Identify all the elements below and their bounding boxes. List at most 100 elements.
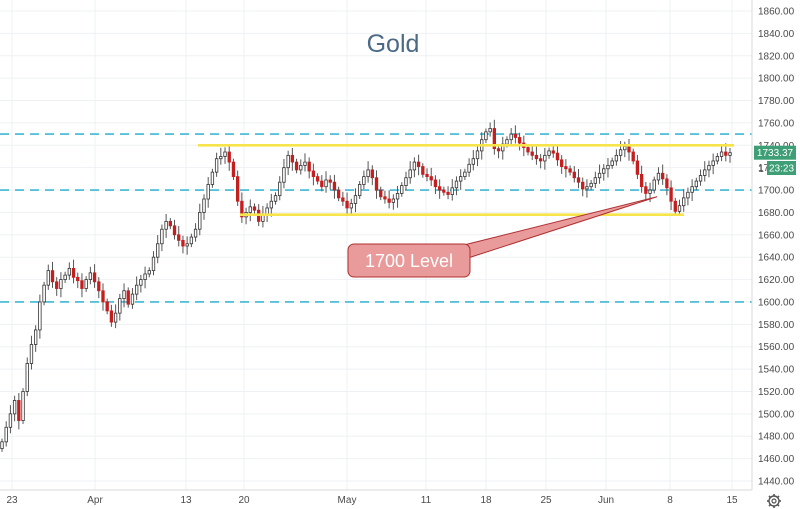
candle-body (206, 184, 210, 200)
candle-body (8, 413, 13, 428)
candle-body (610, 160, 614, 166)
candle-body (703, 169, 707, 176)
candle-body (130, 293, 135, 305)
candle-body (564, 166, 568, 170)
candle-body (185, 243, 189, 247)
candle-body (126, 290, 130, 305)
candle-body (38, 301, 42, 331)
candle-body (379, 189, 383, 198)
candle-body (151, 256, 156, 272)
y-tick-label: 1540.00 (758, 365, 795, 376)
candle-body (336, 189, 341, 199)
annotation-callout[interactable]: 1700 Level (347, 196, 658, 278)
candle-body (673, 200, 677, 212)
candle-body (585, 186, 589, 190)
candle-body (88, 272, 93, 280)
candle-body (669, 187, 673, 202)
candle-body (80, 280, 84, 289)
candle-body (400, 185, 404, 194)
candle-body (63, 274, 67, 280)
candle-body (433, 179, 438, 188)
annotation-pointer (459, 196, 658, 259)
candle-body (517, 137, 522, 144)
candle-body (143, 273, 147, 280)
candle-body (210, 171, 215, 185)
candle-body (156, 243, 160, 258)
x-tick-label: 18 (480, 495, 492, 506)
candle-body (105, 301, 109, 312)
candle-body (492, 128, 497, 150)
candle-body (656, 172, 661, 181)
candle-body (311, 170, 316, 178)
candle-body (547, 150, 551, 156)
y-tick-label: 1680.00 (758, 208, 795, 219)
candle-body (328, 179, 332, 183)
candle-body (589, 182, 593, 188)
candle-body (370, 169, 374, 179)
candle-body (551, 150, 555, 154)
candle-body (698, 175, 703, 182)
candle-body (572, 171, 576, 179)
candle-body (55, 281, 59, 289)
candle-body (475, 150, 480, 160)
y-tick-label: 1620.00 (758, 275, 795, 286)
candle-body (513, 133, 518, 138)
hidden-price-prefix: 1 (758, 164, 764, 175)
candle-body (387, 198, 391, 203)
candle-body (661, 172, 665, 180)
candle-body (231, 161, 236, 178)
x-tick-label: 23 (6, 495, 18, 506)
annotation-label: 1700 Level (365, 251, 453, 271)
candle-body (101, 290, 105, 303)
candle-body (223, 151, 227, 157)
candle-body (530, 151, 534, 156)
candle-body (303, 161, 307, 166)
time-axis[interactable]: 23 Apr 13 20 May 11 18 25 Jun 8 15 (0, 489, 752, 506)
candle-body (324, 179, 328, 188)
candle-body (29, 344, 34, 364)
x-tick-label: 25 (540, 495, 552, 506)
candle-body (644, 186, 648, 194)
candle-body (332, 181, 337, 191)
candle-body (526, 147, 530, 153)
gear-icon[interactable] (767, 494, 781, 508)
candle-body (581, 181, 585, 190)
candle-body (278, 181, 282, 197)
candle-body (214, 158, 219, 173)
candle-body (273, 195, 278, 202)
candle-body (719, 151, 724, 157)
candle-body (219, 156, 223, 160)
candle-body (459, 176, 463, 182)
candle-body (50, 270, 55, 283)
candle-body (606, 165, 610, 170)
y-tick-label: 1760.00 (758, 118, 795, 129)
candle-body (345, 200, 349, 209)
candle-body (240, 200, 244, 218)
candle-body (59, 279, 63, 289)
candle-body (139, 279, 143, 286)
candle-body (353, 195, 358, 204)
candle-body (4, 426, 8, 443)
candle-body (299, 165, 303, 171)
candle-body (34, 329, 38, 345)
price-axis[interactable]: 1860.00 1840.00 1820.00 1800.00 1780.00 1760.… (751, 0, 795, 490)
candle-body (67, 267, 71, 276)
x-tick-label: 15 (726, 495, 738, 506)
candle-body (21, 391, 25, 421)
candle-body (395, 193, 400, 200)
candle-body (252, 206, 257, 211)
candle-body (442, 189, 446, 193)
last-price-tag: 1733.37 (754, 145, 796, 160)
candle-body (534, 154, 539, 160)
y-tick-label: 1500.00 (758, 409, 795, 420)
countdown-tag: 1 23:23 (758, 161, 796, 175)
candle-body (724, 151, 728, 156)
candle-body (341, 197, 345, 202)
candle-body (682, 197, 686, 207)
candle-body (597, 172, 602, 179)
candle-body (560, 159, 564, 167)
candle-body (648, 189, 652, 194)
chart-title: Gold (367, 30, 420, 58)
candle-body (446, 191, 450, 195)
candle-body (366, 169, 370, 178)
